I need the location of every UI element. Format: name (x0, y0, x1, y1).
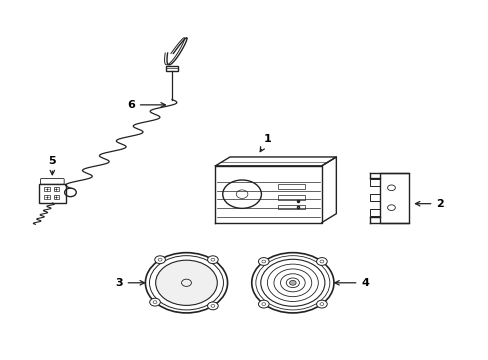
Bar (278, 195, 305, 200)
Circle shape (155, 260, 217, 305)
Bar (166, 66, 178, 71)
Bar (278, 184, 305, 189)
Circle shape (316, 300, 326, 308)
Bar (39, 184, 65, 203)
Text: 2: 2 (415, 199, 443, 209)
Circle shape (207, 302, 218, 310)
Text: 5: 5 (48, 156, 56, 175)
Bar (53, 194, 59, 199)
Bar (44, 194, 50, 199)
Circle shape (207, 256, 218, 264)
Text: 1: 1 (260, 134, 271, 152)
Circle shape (258, 258, 268, 265)
Text: 4: 4 (334, 278, 368, 288)
Bar (53, 187, 59, 192)
Text: 3: 3 (115, 278, 144, 288)
Circle shape (387, 185, 394, 191)
Bar (278, 204, 305, 210)
Circle shape (154, 256, 165, 264)
Bar (379, 173, 408, 222)
Circle shape (316, 258, 326, 265)
Text: 6: 6 (127, 100, 165, 110)
Circle shape (289, 280, 296, 285)
Bar (44, 187, 50, 192)
Circle shape (387, 205, 394, 211)
Circle shape (258, 300, 268, 308)
Circle shape (149, 298, 160, 306)
